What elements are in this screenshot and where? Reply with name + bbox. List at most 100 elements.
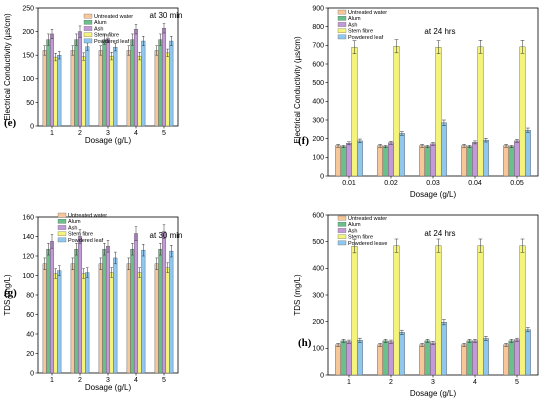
x-tick-label: 5 xyxy=(162,377,166,384)
bar xyxy=(514,339,520,376)
bar xyxy=(477,245,484,376)
bar xyxy=(377,344,384,376)
bar xyxy=(388,341,394,376)
y-tick-label: 900 xyxy=(312,5,324,12)
bar xyxy=(508,340,515,376)
bar xyxy=(165,267,170,374)
y-axis-label: Electrical Conductivity (µs/cm) xyxy=(3,13,12,121)
x-tick-label: 0.03 xyxy=(426,180,440,187)
legend-swatch xyxy=(337,34,347,40)
bar xyxy=(53,273,58,374)
y-tick-label: 150 xyxy=(22,53,34,60)
legend-swatch xyxy=(337,215,347,221)
bar xyxy=(77,31,83,127)
panel-letter: (g) xyxy=(4,287,17,299)
legend-swatch xyxy=(337,22,347,27)
legend-swatch xyxy=(337,9,347,15)
bar xyxy=(419,145,426,177)
y-tick-label: 300 xyxy=(312,292,324,299)
bar xyxy=(482,139,489,177)
bar xyxy=(141,40,146,127)
bar xyxy=(141,249,146,374)
bar xyxy=(519,245,526,376)
bar xyxy=(508,146,515,177)
legend-swatch xyxy=(337,240,347,246)
bar xyxy=(524,329,531,376)
y-tick-label: 700 xyxy=(312,43,324,50)
legend-swatch xyxy=(57,237,67,243)
bar xyxy=(85,46,90,127)
legend-label: Powdered leaf xyxy=(68,238,104,244)
x-axis-label: Dosage (g/L) xyxy=(85,136,132,145)
bar xyxy=(133,233,139,374)
bar xyxy=(70,50,75,127)
bar xyxy=(154,50,159,127)
bar xyxy=(158,248,163,374)
legend-label: Alum xyxy=(68,219,81,225)
legend-label: Alum xyxy=(348,222,361,228)
bar xyxy=(109,272,114,374)
x-tick-label: 4 xyxy=(134,130,138,137)
x-tick-label: 2 xyxy=(78,130,82,137)
legend-swatch xyxy=(57,219,67,224)
bar xyxy=(130,248,135,374)
bar xyxy=(109,55,114,127)
bar xyxy=(46,248,51,374)
bar xyxy=(81,56,86,127)
bar xyxy=(98,50,103,127)
time-annotation: at 24 hrs xyxy=(424,229,455,238)
bar xyxy=(105,246,111,374)
x-tick-label: 4 xyxy=(134,377,138,384)
bar xyxy=(335,145,342,177)
bar xyxy=(340,340,347,376)
y-tick-label: 120 xyxy=(22,253,34,260)
bar xyxy=(70,263,75,374)
bar xyxy=(514,140,520,177)
bar xyxy=(393,46,400,177)
panel-letter: (h) xyxy=(298,337,312,349)
y-tick-label: 20 xyxy=(26,351,34,358)
x-axis-label: Dosage (g/L) xyxy=(85,383,132,392)
x-tick-label: 3 xyxy=(431,379,435,386)
y-tick-label: 100 xyxy=(22,273,34,280)
bar xyxy=(42,263,47,374)
legend-swatch xyxy=(83,38,93,44)
bar xyxy=(169,40,174,127)
legend-label: Stem fibre xyxy=(348,29,373,35)
bar xyxy=(440,322,447,376)
y-tick-label: 50 xyxy=(26,100,34,107)
legend-swatch xyxy=(337,16,347,21)
time-annotation: at 30 min xyxy=(150,231,183,240)
bar xyxy=(419,344,426,376)
x-axis-label: Dosage (g/L) xyxy=(410,389,457,398)
bar xyxy=(165,52,170,127)
y-tick-label: 100 xyxy=(22,76,34,83)
y-axis-label: TDS (mg/L) xyxy=(293,274,302,316)
bar xyxy=(105,38,111,127)
bar xyxy=(472,340,478,376)
legend-swatch xyxy=(57,225,67,230)
bar xyxy=(126,263,131,374)
bar xyxy=(461,145,468,177)
bar xyxy=(472,142,478,177)
legend-swatch xyxy=(83,20,93,25)
legend-label: Stem fibre xyxy=(68,232,93,238)
y-tick-label: 40 xyxy=(26,331,34,338)
y-axis-label: Electrical Conductivity (µs/cm) xyxy=(293,36,302,144)
bar xyxy=(77,236,83,374)
y-tick-label: 0 xyxy=(30,123,34,130)
x-tick-label: 1 xyxy=(50,130,54,137)
bar xyxy=(503,145,510,177)
bar xyxy=(133,29,139,127)
legend-label: Untreated water xyxy=(94,14,133,20)
panel-g: 0 20 40 60 80 100 120 140 160 1 2 3 4 5 Dosage (g/L) TD… xyxy=(3,212,183,392)
y-tick-label: 0 xyxy=(320,372,324,379)
bar xyxy=(435,245,442,376)
x-tick-label: 0.05 xyxy=(510,180,524,187)
bar xyxy=(161,231,167,374)
y-tick-label: 600 xyxy=(312,212,324,219)
bar xyxy=(351,47,358,177)
bar xyxy=(398,133,405,177)
y-tick-label: 300 xyxy=(312,117,324,124)
